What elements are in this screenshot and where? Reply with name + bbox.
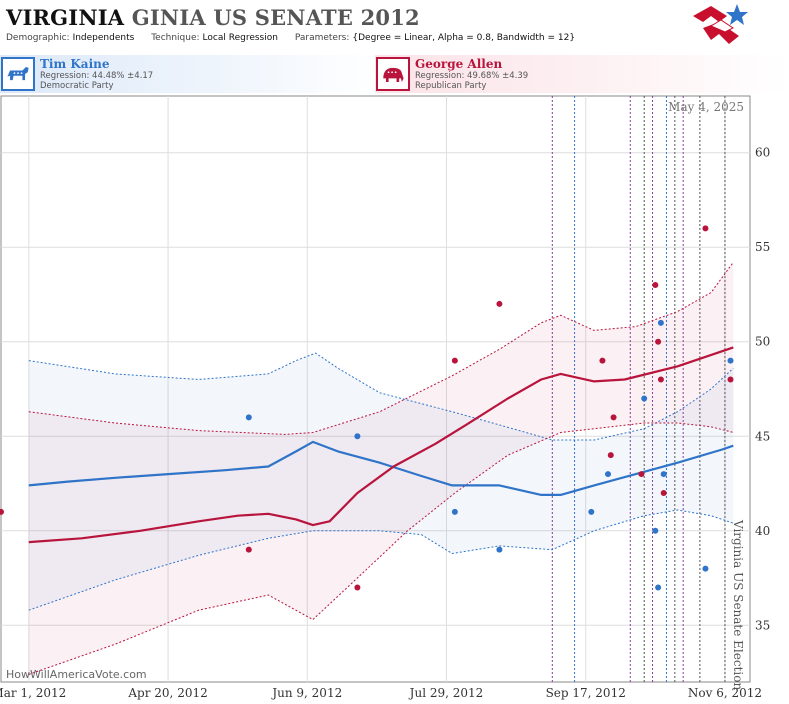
meta-value-parameters: {Degree = Linear, Alpha = 0.8, Bandwidth…: [352, 33, 576, 43]
poll-point-kaine: [652, 527, 659, 534]
confidence-band-allen: [28, 262, 734, 675]
poll-point-kaine: [641, 395, 648, 402]
plot-frame: [0, 95, 751, 683]
poll-point-allen: [496, 300, 503, 307]
lower-bound-allen: [28, 422, 734, 675]
date-label: May 4, 2025: [668, 100, 744, 114]
meta-key-parameters: Parameters:: [294, 33, 350, 43]
poll-point-kaine: [655, 584, 662, 591]
x-tick-label: Mar 1, 2012: [0, 686, 66, 700]
x-tick-label: Apr 20, 2012: [127, 686, 207, 700]
poll-point-allen: [451, 357, 458, 364]
trend-line-allen: [28, 346, 734, 544]
x-tick-label: Jul 29, 2012: [408, 686, 484, 700]
meta-value-technique: Local Regression: [202, 33, 278, 43]
poll-point-allen: [702, 225, 709, 232]
republican-elephant-icon: [376, 57, 410, 91]
candidate-party-allen: Republican Party: [415, 81, 487, 91]
candidate-party-kaine: Democratic Party: [40, 81, 114, 91]
poll-point-allen: [607, 452, 614, 459]
lower-bound-kaine: [28, 509, 734, 611]
y-tick-label: 40: [755, 524, 770, 538]
candidate-panel-kaine: Tim Kaine Regression: 44.48% ±4.17 Democ…: [0, 55, 380, 93]
parameters-line: Demographic: Independents Technique: Local…: [6, 33, 589, 43]
poll-point-kaine: [657, 319, 664, 326]
meta-key-demographic: Demographic:: [6, 33, 70, 43]
y-tick-label: 55: [755, 240, 770, 254]
watermark: HowWillAmericaVote.com: [6, 668, 147, 681]
poll-point-kaine: [604, 471, 611, 478]
poll-point-allen: [727, 376, 734, 383]
x-tick-label: Sep 17, 2012: [546, 686, 626, 700]
poll-point-allen: [660, 489, 667, 496]
candidate-regression-kaine: Regression: 44.48% ±4.17: [40, 71, 154, 81]
poll-point-kaine: [727, 357, 734, 364]
poll-point-kaine: [588, 508, 595, 515]
x-tick-label: Jun 9, 2012: [270, 686, 342, 700]
y-tick-label: 35: [755, 618, 770, 632]
poll-point-kaine: [702, 565, 709, 572]
meta-key-technique: Technique:: [151, 33, 200, 43]
y-tick-label: 45: [755, 429, 770, 443]
upper-bound-kaine: [28, 352, 734, 441]
header: VIRGINIA GINIA US SENATE 2012 Demographi…: [0, 0, 789, 48]
poll-point-allen: [652, 282, 659, 289]
candidate-name-allen: George Allen: [415, 57, 503, 71]
y-tick-label: 60: [755, 146, 770, 160]
confidence-band-kaine: [28, 353, 734, 611]
candidate-regression-allen: Regression: 49.68% ±4.39: [415, 71, 529, 81]
poll-point-kaine: [451, 508, 458, 515]
meta-value-demographic: Independents: [72, 33, 135, 43]
poll-point-allen: [655, 338, 662, 345]
poll-point-allen: [610, 414, 617, 421]
title-state: VIRGINIA: [6, 5, 125, 30]
site-logo-icon[interactable]: [689, 2, 749, 48]
poll-point-kaine: [496, 546, 503, 553]
election-label: Virginia US Senate Election: [731, 519, 745, 690]
candidate-panel-allen: George Allen Regression: 49.68% ±4.39 Re…: [375, 55, 789, 93]
poll-point-allen: [0, 508, 4, 515]
upper-bound-allen: [28, 262, 734, 435]
poll-point-allen: [354, 584, 361, 591]
poll-point-allen: [245, 546, 252, 553]
poll-point-allen: [638, 471, 645, 478]
x-tick-label: Nov 6, 2012: [688, 686, 762, 700]
poll-point-kaine: [660, 471, 667, 478]
poll-point-allen: [657, 376, 664, 383]
page-title: VIRGINIA GINIA US SENATE 2012: [6, 5, 420, 30]
trend-line-kaine: [28, 440, 734, 496]
poll-point-kaine: [354, 433, 361, 440]
candidate-name-kaine: Tim Kaine: [40, 57, 110, 71]
poll-point-kaine: [245, 414, 252, 421]
democrat-donkey-icon: [1, 57, 35, 91]
poll-point-allen: [599, 357, 606, 364]
y-tick-label: 50: [755, 335, 770, 349]
title-race: GINIA US SENATE 2012: [131, 5, 420, 30]
